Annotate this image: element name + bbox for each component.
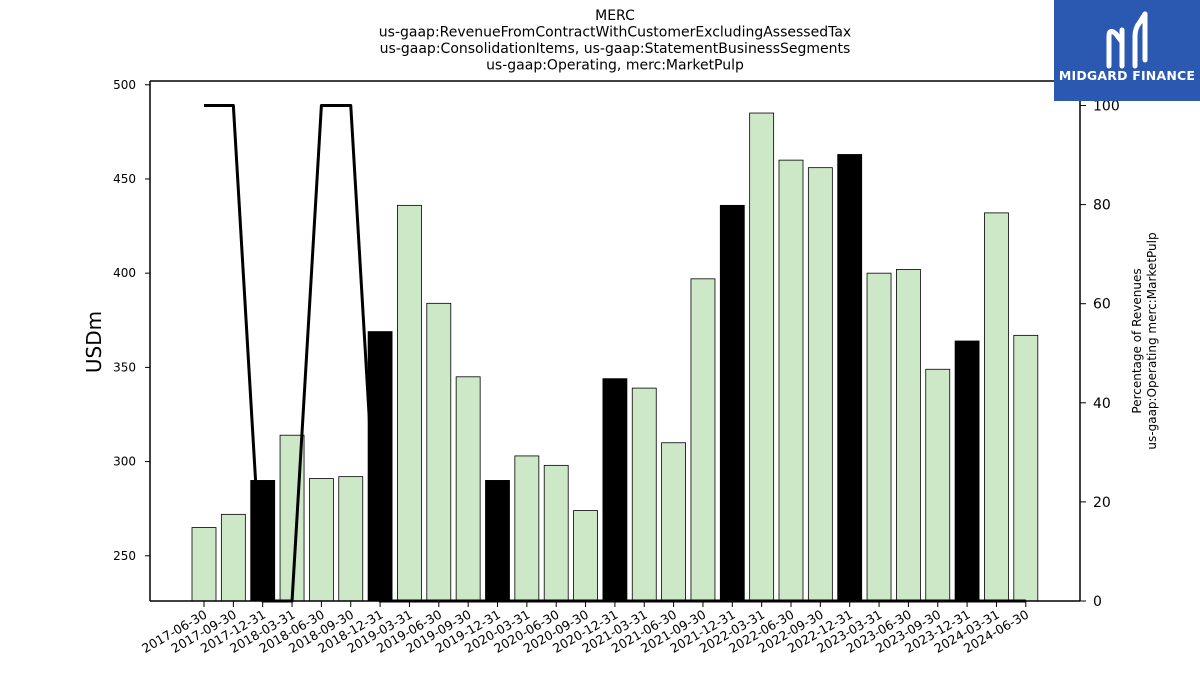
bar	[925, 368, 951, 602]
bar	[338, 476, 364, 602]
chart-title-line: us-gaap:Operating, merc:MarketPulp	[486, 58, 744, 74]
chart-title-line: MERC	[595, 8, 635, 24]
y2-tick-label: 0	[1093, 594, 1102, 610]
bar	[954, 340, 980, 602]
bar	[573, 510, 598, 602]
chart-title-line: us-gaap:RevenueFromContractWithCustomerE…	[379, 25, 851, 41]
y-tick-label: 350	[113, 360, 136, 374]
bar	[485, 480, 510, 602]
y-tick-label: 300	[113, 455, 136, 469]
chart-title: MERC us-gaap:RevenueFromContractWithCust…	[379, 8, 851, 74]
y2-tick-label: 60	[1093, 297, 1111, 313]
bar	[984, 212, 1009, 602]
y-axis-right-ticks: 0 20 40 60 80 100	[1080, 99, 1120, 610]
y2-tick-label: 100	[1093, 99, 1120, 115]
y2-axis-label-line: Percentage of Revenues	[1130, 268, 1144, 413]
y-tick-label: 450	[113, 172, 136, 186]
bar	[455, 376, 481, 602]
bar	[602, 378, 628, 602]
bar	[426, 302, 452, 602]
y2-tick-label: 40	[1093, 396, 1111, 412]
bar	[807, 167, 833, 602]
bar	[308, 478, 334, 602]
y2-tick-label: 80	[1093, 198, 1111, 214]
bar	[690, 278, 716, 602]
bar	[896, 269, 921, 602]
bar	[543, 464, 569, 602]
bar	[661, 442, 686, 602]
bar	[220, 513, 246, 602]
bar	[866, 272, 892, 602]
y2-tick-label: 20	[1093, 495, 1111, 511]
y-tick-label: 500	[113, 78, 136, 92]
brand-logo: MIDGARD FINANCE	[1054, 0, 1200, 101]
bar	[397, 204, 422, 602]
chart-title-line: us-gaap:ConsolidationItems, us-gaap:Stat…	[380, 41, 851, 57]
bar-series	[191, 112, 1039, 602]
bar	[837, 154, 863, 602]
y-tick-label: 250	[113, 549, 136, 563]
bar	[778, 159, 804, 602]
y-tick-label: 400	[113, 266, 136, 280]
bar	[719, 204, 745, 602]
y-axis-label: USDm	[82, 311, 106, 373]
bar	[514, 455, 540, 602]
y2-axis-label-line: us-gaap:Operating merc:MarketPulp	[1145, 232, 1159, 449]
bar	[749, 112, 775, 602]
bar	[1013, 334, 1039, 602]
logo-text: MIDGARD FINANCE	[1058, 68, 1196, 83]
y-axis-left-ticks: 250 300 350 400 450 500	[113, 78, 150, 563]
bar	[191, 527, 217, 602]
x-axis-ticks: 2017-06-302017-09-302017-12-312018-03-31…	[139, 601, 1031, 656]
logo-mark-icon	[1054, 0, 1200, 101]
bar	[631, 387, 657, 602]
